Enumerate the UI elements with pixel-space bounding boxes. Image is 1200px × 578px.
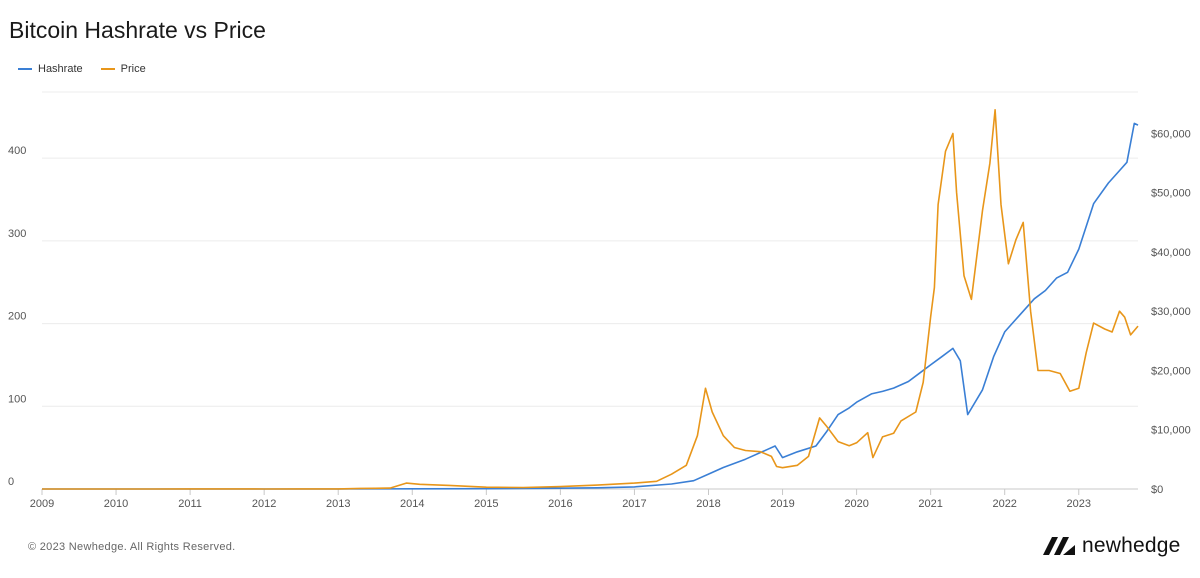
x-tick-label: 2021 (918, 498, 942, 510)
y-axis-left: 0 100 200 300 400 (8, 145, 26, 488)
y-right-tick-label: $50,000 (1151, 188, 1191, 200)
y-left-tick-label: 0 (8, 476, 14, 488)
chart-legend: Hashrate Price (18, 63, 146, 75)
x-tick-label: 2019 (770, 498, 794, 510)
legend-item-hashrate[interactable]: Hashrate (18, 63, 83, 75)
legend-item-price[interactable]: Price (100, 63, 146, 75)
y-left-tick-label: 100 (8, 393, 26, 405)
series-line-price (42, 109, 1139, 490)
y-axis-right: $0 $10,000 $20,000 $30,000 $40,000 $50,000 $60… (1151, 128, 1191, 496)
grid-lines (42, 91, 1138, 407)
brand-name: newhedge (1082, 534, 1181, 557)
y-right-tick-label: $30,000 (1151, 306, 1191, 318)
x-tick-label: 2016 (548, 498, 572, 510)
x-tick-label: 2013 (326, 498, 350, 510)
legend-swatch-hashrate (18, 68, 32, 70)
x-tick-label: 2009 (30, 498, 54, 510)
x-tick-label: 2020 (844, 498, 868, 510)
x-tick-label: 2022 (992, 498, 1016, 510)
y-left-tick-label: 200 (8, 311, 26, 323)
series-lines (42, 109, 1139, 490)
x-tick-label: 2010 (104, 498, 128, 510)
legend-label-hashrate: Hashrate (38, 63, 83, 75)
y-right-tick-label: $60,000 (1151, 128, 1191, 140)
x-axis: 2009 2010 2011 2012 2013 2014 2015 2016 2017 2018… (30, 488, 1138, 510)
series-line-hashrate (42, 122, 1139, 490)
newhedge-logo-icon (1043, 537, 1075, 555)
x-tick-label: 2015 (474, 498, 498, 510)
chart-title: Bitcoin Hashrate vs Price (9, 17, 266, 43)
brand-logo: newhedge (1043, 534, 1181, 558)
x-tick-label: 2017 (622, 498, 646, 510)
x-tick-label: 2011 (178, 498, 202, 510)
legend-label-price: Price (120, 63, 146, 75)
y-right-tick-label: $10,000 (1151, 425, 1191, 437)
legend-swatch-price (100, 68, 115, 70)
y-left-tick-label: 400 (8, 145, 26, 157)
y-right-tick-label: $40,000 (1151, 247, 1191, 259)
x-tick-label: 2012 (252, 498, 276, 510)
y-right-tick-label: $0 (1151, 484, 1163, 496)
y-left-tick-label: 300 (8, 228, 26, 240)
x-tick-label: 2023 (1067, 498, 1091, 510)
y-right-tick-label: $20,000 (1151, 365, 1191, 377)
x-tick-label: 2018 (696, 498, 720, 510)
x-tick-label: 2014 (400, 498, 424, 510)
copyright-text: © 2023 Newhedge. All Rights Reserved. (28, 541, 236, 553)
